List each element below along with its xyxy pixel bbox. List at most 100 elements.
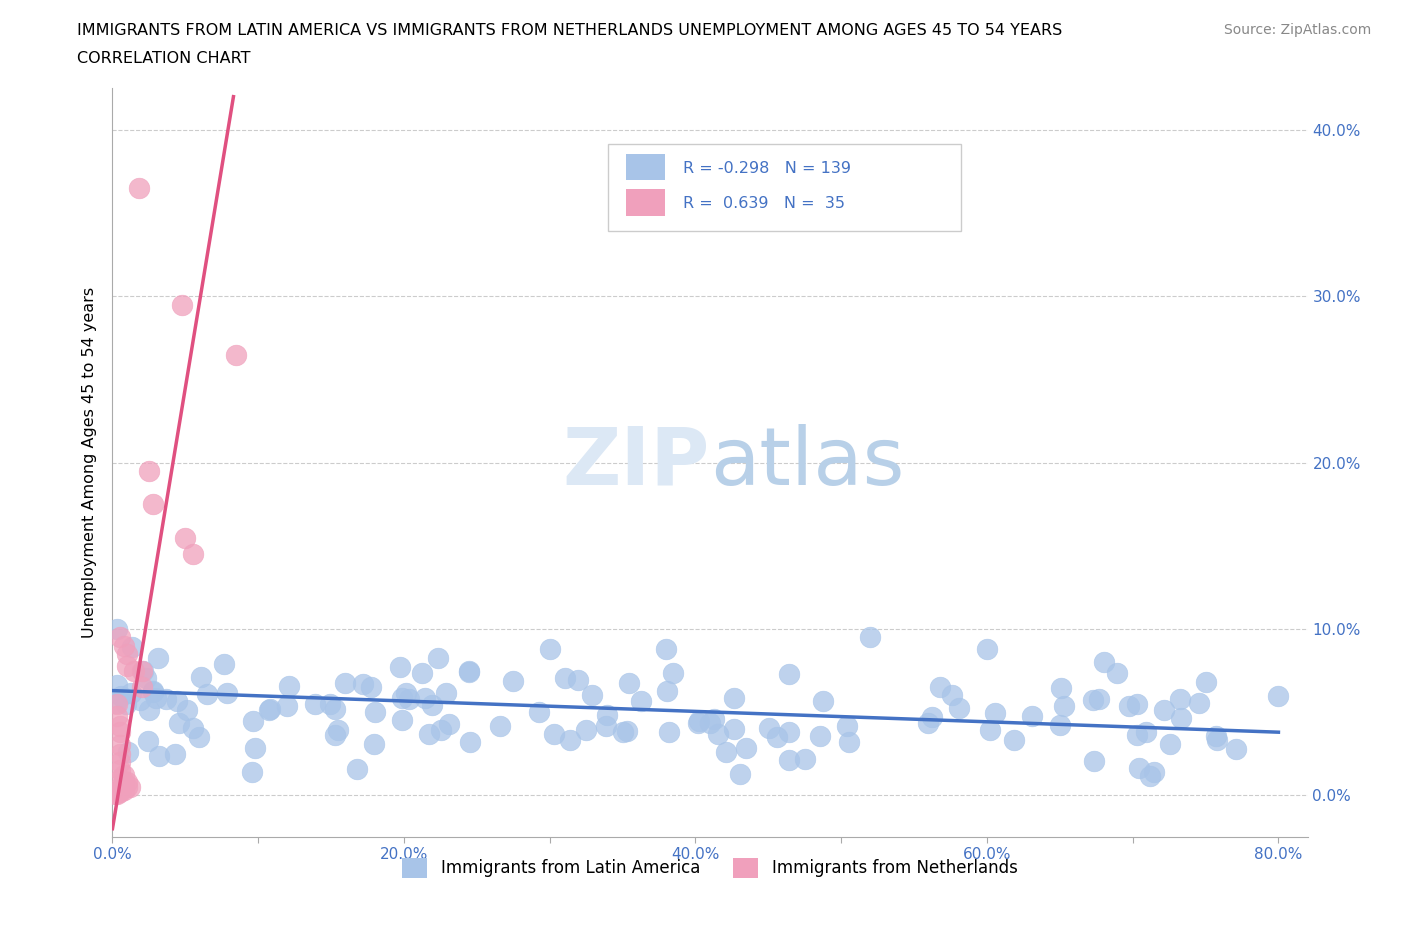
Point	[581, 687, 603, 702]
Text: atlas: atlas	[710, 424, 904, 501]
Point	[115, 697, 138, 711]
Point	[167, 716, 190, 731]
Point	[135, 671, 157, 685]
Point	[105, 697, 128, 711]
Point	[1021, 709, 1043, 724]
Point	[364, 704, 387, 719]
FancyBboxPatch shape	[627, 154, 665, 180]
Point	[131, 663, 153, 678]
Point	[941, 687, 963, 702]
Point	[1170, 711, 1192, 725]
Point	[276, 698, 298, 713]
Point	[108, 747, 131, 762]
Point	[352, 677, 374, 692]
Point	[420, 698, 443, 712]
Point	[105, 621, 128, 636]
Point	[166, 693, 188, 708]
Point	[434, 686, 457, 701]
Point	[319, 697, 342, 711]
Point	[172, 298, 194, 312]
Point	[346, 762, 368, 777]
Point	[1049, 680, 1071, 695]
Point	[391, 691, 413, 706]
Point	[766, 730, 789, 745]
Point	[527, 705, 550, 720]
Point	[458, 663, 481, 678]
Point	[1153, 702, 1175, 717]
Point	[1143, 764, 1166, 779]
Point	[1135, 724, 1157, 739]
Point	[105, 677, 128, 692]
Point	[543, 727, 565, 742]
Point	[181, 547, 204, 562]
Point	[117, 745, 139, 760]
Point	[1128, 761, 1150, 776]
Point	[333, 675, 356, 690]
Point	[197, 686, 219, 701]
Point	[108, 738, 131, 753]
Point	[502, 673, 524, 688]
Point	[112, 638, 135, 653]
Point	[148, 749, 170, 764]
Point	[121, 640, 143, 655]
Point	[278, 679, 301, 694]
Point	[458, 735, 481, 750]
Point	[1139, 769, 1161, 784]
Point	[619, 676, 641, 691]
Point	[1205, 728, 1227, 743]
Point	[115, 658, 138, 673]
Point	[131, 663, 153, 678]
Point	[1206, 733, 1229, 748]
Point	[595, 707, 617, 722]
Y-axis label: Unemployment Among Ages 45 to 54 years: Unemployment Among Ages 45 to 54 years	[82, 287, 97, 638]
Point	[145, 691, 167, 706]
Point	[655, 684, 678, 698]
Point	[921, 710, 943, 724]
Point	[686, 716, 709, 731]
Point	[437, 717, 460, 732]
Point	[257, 703, 280, 718]
Point	[917, 715, 939, 730]
Point	[188, 730, 211, 745]
Point	[142, 684, 165, 699]
Point	[389, 659, 412, 674]
Point	[984, 705, 1007, 720]
Text: CORRELATION CHART: CORRELATION CHART	[77, 51, 250, 66]
Point	[190, 670, 212, 684]
Point	[129, 693, 152, 708]
Point	[595, 718, 617, 733]
Point	[243, 740, 266, 755]
Point	[112, 768, 135, 783]
Point	[304, 697, 326, 711]
Point	[398, 692, 420, 707]
Point	[979, 723, 1001, 737]
Point	[793, 751, 815, 766]
Point	[723, 722, 745, 737]
Text: R = -0.298   N = 139: R = -0.298 N = 139	[682, 161, 851, 176]
Point	[723, 690, 745, 705]
Point	[163, 746, 186, 761]
Point	[415, 691, 437, 706]
Point	[395, 685, 418, 700]
Point	[1081, 693, 1104, 708]
Point	[430, 723, 453, 737]
Point	[176, 702, 198, 717]
Point	[489, 718, 512, 733]
Point	[778, 667, 800, 682]
FancyBboxPatch shape	[609, 144, 962, 231]
Point	[538, 642, 561, 657]
Point	[105, 786, 128, 801]
Point	[146, 651, 169, 666]
Point	[120, 685, 142, 700]
Point	[426, 650, 449, 665]
Point	[115, 779, 138, 794]
Point	[811, 694, 834, 709]
Point	[837, 719, 859, 734]
Text: Source: ZipAtlas.com: Source: ZipAtlas.com	[1223, 23, 1371, 37]
Text: R =  0.639   N =  35: R = 0.639 N = 35	[682, 196, 845, 211]
Point	[1188, 696, 1211, 711]
Point	[699, 715, 721, 730]
Point	[612, 724, 634, 739]
Point	[554, 671, 576, 685]
Point	[112, 775, 135, 790]
